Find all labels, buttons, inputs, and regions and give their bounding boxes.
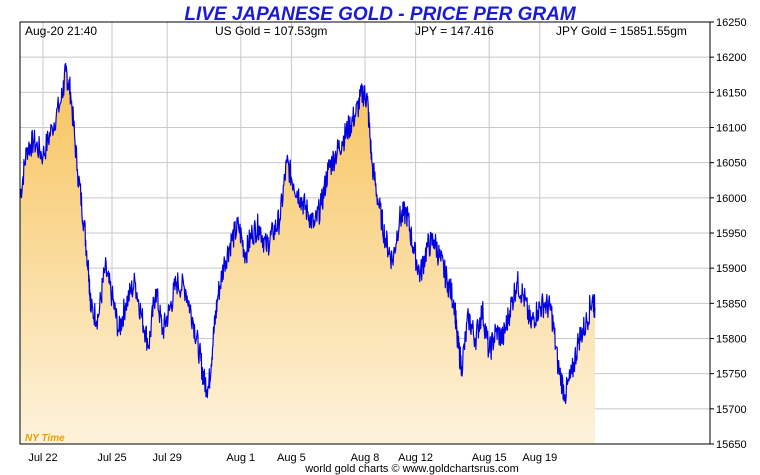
x-tick-label: Aug 1: [226, 452, 255, 464]
y-tick-label: 15850: [716, 298, 747, 310]
x-tick-label: Aug 5: [277, 452, 306, 464]
y-tick-label: 16000: [716, 193, 747, 205]
y-tick-label: 15750: [716, 369, 747, 381]
y-tick-label: 15650: [716, 439, 747, 451]
y-axis-ticks: 15650 15700 15750 15800 15850 15900 15950 16000…: [710, 17, 747, 451]
y-tick-label: 15700: [716, 404, 747, 416]
y-tick-label: 15800: [716, 334, 747, 346]
x-tick-label: Aug 15: [472, 452, 507, 464]
timezone-label: NY Time: [25, 433, 65, 444]
y-tick-label: 16250: [716, 17, 747, 29]
header-us-gold: US Gold = 107.53gm: [215, 24, 327, 38]
y-tick-label: 16200: [716, 52, 747, 64]
header-jpy-gold: JPY Gold = 15851.55gm: [556, 24, 687, 38]
y-tick-label: 16150: [716, 87, 747, 99]
x-tick-label: Jul 25: [97, 452, 126, 464]
header-jpy: JPY = 147.416: [415, 24, 494, 38]
x-tick-label: Aug 8: [351, 452, 380, 464]
header-datetime: Aug-20 21:40: [25, 24, 97, 38]
y-tick-label: 15950: [716, 228, 747, 240]
y-tick-label: 15900: [716, 263, 747, 275]
x-tick-label: Jul 29: [153, 452, 182, 464]
price-line: [19, 63, 596, 405]
x-tick-label: Aug 19: [522, 452, 557, 464]
x-tick-label: Jul 22: [28, 452, 57, 464]
x-axis-ticks: Jul 22 Jul 25 Jul 29 Aug 1 Aug 5 Aug 8 Aug 12 A…: [28, 452, 557, 464]
chart-title: LIVE JAPANESE GOLD - PRICE PER GRAM: [184, 4, 576, 25]
x-tick-label: Aug 12: [398, 452, 433, 464]
y-tick-label: 16100: [716, 123, 747, 135]
price-area-fill: [20, 63, 595, 444]
y-tick-label: 16050: [716, 158, 747, 170]
footer-credit: world gold charts © www.goldchartsrus.co…: [304, 463, 519, 475]
